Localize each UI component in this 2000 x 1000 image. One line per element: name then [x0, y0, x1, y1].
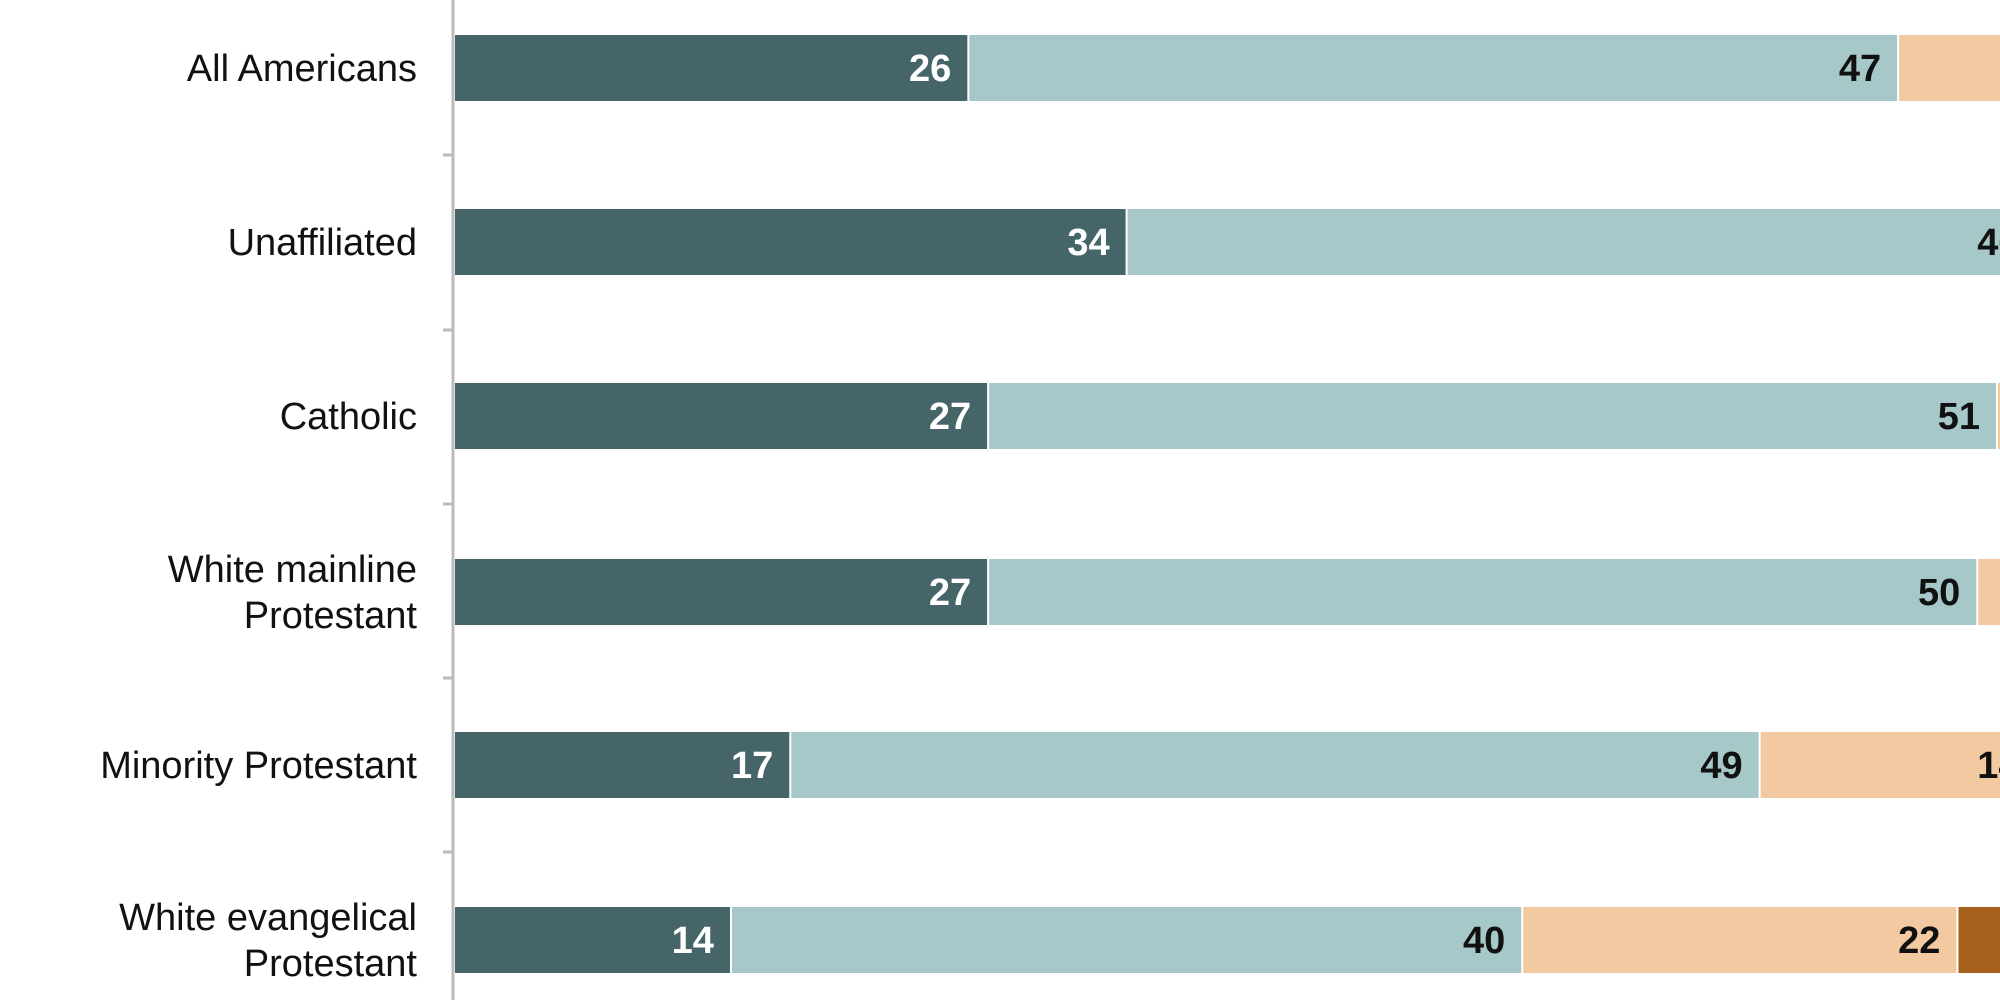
value-label: 14 [1977, 745, 2000, 787]
category-line: All Americans [187, 48, 417, 90]
bar-segment [455, 907, 730, 973]
bar-segment [989, 559, 1977, 625]
category-line: White evangelical [119, 897, 417, 939]
bar-segment [1998, 383, 2000, 449]
value-label: 34 [1067, 222, 1109, 264]
bar-segment [1760, 732, 2000, 798]
category-line: Protestant [244, 595, 418, 637]
bar-segment [1127, 209, 2000, 275]
value-label: 40 [1463, 920, 1505, 962]
bar-segment [791, 732, 1759, 798]
bar-segment [455, 35, 968, 101]
category-line: Protestant [244, 943, 418, 985]
category-label: White mainline Protestant [168, 549, 418, 637]
bar-segment [731, 907, 1522, 973]
category-label: Minority Protestant [100, 745, 417, 787]
value-label: 49 [1700, 745, 1742, 787]
bar-segment [455, 209, 1126, 275]
category-label: All Americans [187, 48, 417, 90]
category-label: Unaffiliated [228, 222, 417, 264]
category-line: Catholic [280, 396, 417, 438]
value-label: 51 [1938, 396, 1980, 438]
value-label: 27 [929, 396, 971, 438]
category-line: White mainline [168, 549, 417, 591]
bar-segment [1958, 907, 2000, 973]
row-separators [443, 153, 453, 854]
bar-segment [1899, 35, 2000, 101]
category-label: White evangelical Protestant [119, 897, 417, 985]
bar-segment [455, 383, 988, 449]
value-label: 27 [929, 572, 971, 614]
bar-segment [455, 732, 790, 798]
category-line: Minority Protestant [100, 745, 417, 787]
value-label: 14 [672, 920, 714, 962]
category-label: Catholic [280, 396, 417, 438]
value-label: 22 [1898, 920, 1940, 962]
value-label: 17 [731, 745, 773, 787]
value-label: 26 [909, 48, 951, 90]
value-label: 46 [1977, 222, 2000, 264]
value-label: 50 [1918, 572, 1960, 614]
category-line: Unaffiliated [228, 222, 417, 264]
bar-segment [1978, 559, 2000, 625]
bar-segment [989, 383, 1997, 449]
bar-segment [969, 35, 1898, 101]
value-label: 47 [1839, 48, 1881, 90]
bar-segment [455, 559, 988, 625]
bar-segment [1523, 907, 1957, 973]
